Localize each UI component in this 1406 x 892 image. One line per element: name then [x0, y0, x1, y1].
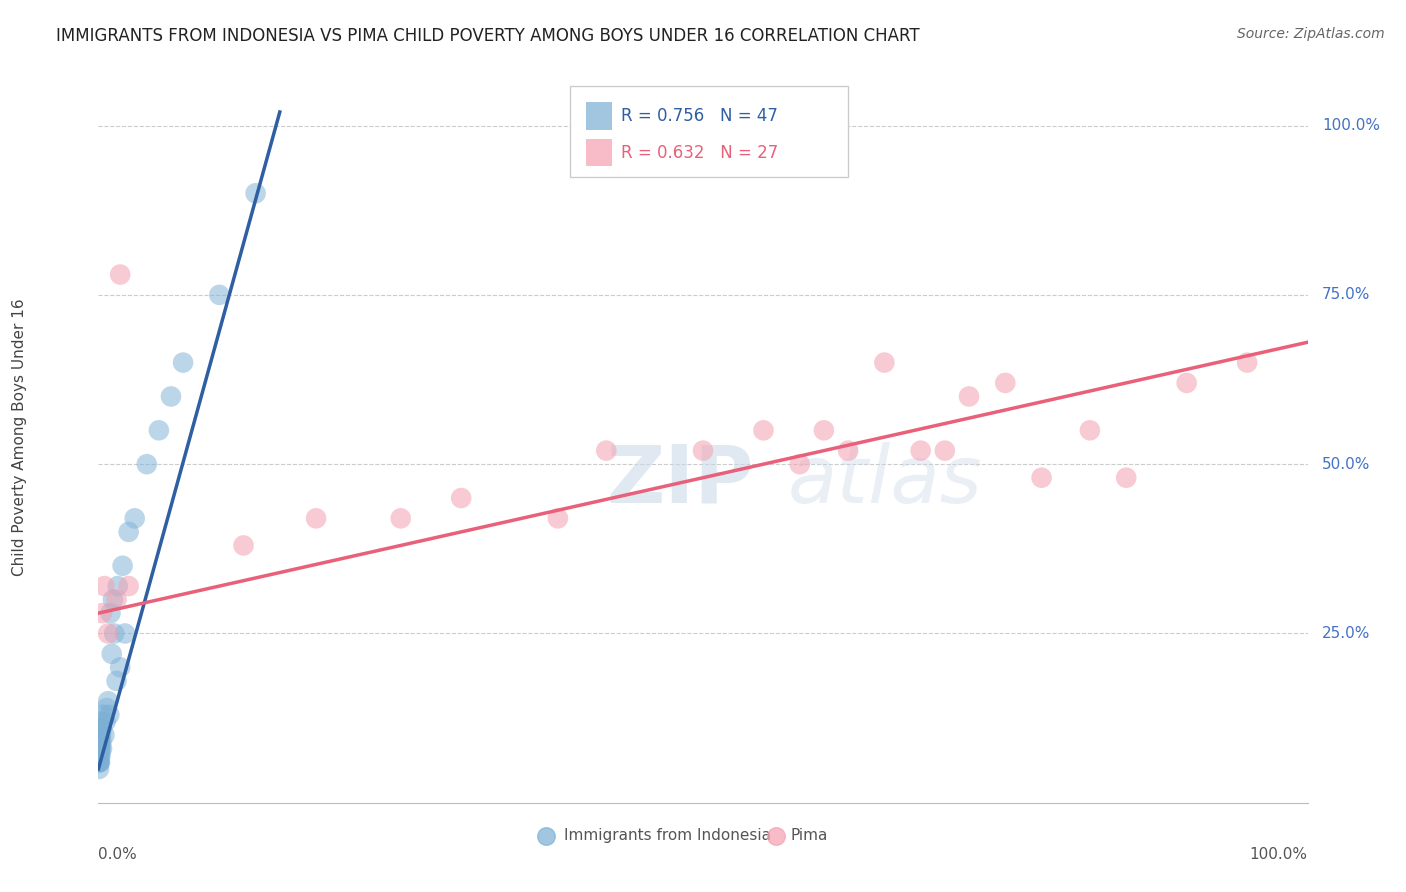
Point [90, 728, 112, 742]
Text: IMMIGRANTS FROM INDONESIA VS PIMA CHILD POVERTY AMONG BOYS UNDER 16 CORRELATION : IMMIGRANTS FROM INDONESIA VS PIMA CHILD … [56, 27, 920, 45]
Point [90, 748, 112, 763]
Point [89, 748, 111, 763]
Point [108, 660, 131, 674]
Point [89, 735, 111, 749]
Point [91, 606, 114, 620]
Point [148, 423, 170, 437]
Point [87, 741, 110, 756]
Point [101, 592, 124, 607]
Point [90, 714, 112, 729]
Point [87, 735, 110, 749]
Point [692, 443, 714, 458]
Point [765, 826, 787, 840]
Text: ZIP: ZIP [606, 442, 754, 520]
Point [232, 538, 254, 552]
Point [118, 579, 141, 593]
Point [1115, 471, 1137, 485]
Point [547, 511, 569, 525]
Point [1236, 355, 1258, 369]
Point [752, 423, 775, 437]
Point [114, 626, 136, 640]
Point [90, 741, 112, 756]
Text: Child Poverty Among Boys Under 16: Child Poverty Among Boys Under 16 [13, 298, 27, 576]
Point [96, 701, 118, 715]
Text: 0.0%: 0.0% [98, 847, 138, 862]
Bar [586, 102, 613, 130]
Point [93, 579, 115, 593]
Point [1031, 471, 1053, 485]
Text: 100.0%: 100.0% [1322, 118, 1381, 133]
Point [97, 626, 120, 640]
Point [118, 524, 141, 539]
Point [172, 355, 194, 369]
Point [789, 457, 811, 471]
Point [94, 714, 117, 729]
Point [837, 443, 859, 458]
Point [813, 423, 835, 437]
Point [107, 579, 129, 593]
Point [97, 694, 120, 708]
Point [89, 755, 111, 769]
Point [91, 741, 114, 756]
Text: Source: ZipAtlas.com: Source: ZipAtlas.com [1237, 27, 1385, 41]
Point [105, 673, 128, 688]
Point [305, 511, 328, 525]
Text: atlas: atlas [787, 442, 983, 520]
Point [89, 735, 111, 749]
Point [957, 389, 980, 403]
Point [91, 721, 114, 735]
Point [389, 511, 412, 525]
Text: 25.0%: 25.0% [1322, 626, 1371, 641]
Point [534, 826, 557, 840]
Point [595, 443, 617, 458]
Point [103, 626, 125, 640]
Point [910, 443, 932, 458]
Point [87, 755, 110, 769]
FancyBboxPatch shape [569, 86, 848, 178]
Bar [586, 138, 613, 167]
Point [89, 728, 111, 742]
Text: R = 0.632   N = 27: R = 0.632 N = 27 [621, 144, 778, 161]
Point [89, 748, 111, 763]
Point [89, 741, 111, 756]
Point [124, 511, 146, 525]
Text: Pima: Pima [790, 828, 828, 843]
Point [934, 443, 956, 458]
Text: 50.0%: 50.0% [1322, 457, 1371, 472]
Point [98, 707, 121, 722]
Point [87, 762, 110, 776]
Point [89, 741, 111, 756]
Point [111, 558, 134, 573]
Point [1078, 423, 1101, 437]
Point [89, 755, 111, 769]
Point [90, 735, 112, 749]
Point [100, 606, 122, 620]
Point [89, 755, 111, 769]
Text: 75.0%: 75.0% [1322, 287, 1371, 302]
Point [89, 728, 111, 742]
Point [108, 268, 131, 282]
Point [105, 592, 128, 607]
Point [89, 721, 111, 735]
Point [87, 748, 110, 763]
Point [450, 491, 472, 505]
Text: R = 0.756   N = 47: R = 0.756 N = 47 [621, 107, 778, 125]
Point [91, 707, 114, 722]
Point [160, 389, 183, 403]
Point [135, 457, 157, 471]
Point [1175, 376, 1198, 390]
Point [100, 647, 122, 661]
Text: Immigrants from Indonesia: Immigrants from Indonesia [564, 828, 770, 843]
Point [873, 355, 896, 369]
Point [93, 728, 115, 742]
Text: 100.0%: 100.0% [1250, 847, 1308, 862]
Point [208, 288, 231, 302]
Point [994, 376, 1017, 390]
Point [245, 186, 267, 201]
